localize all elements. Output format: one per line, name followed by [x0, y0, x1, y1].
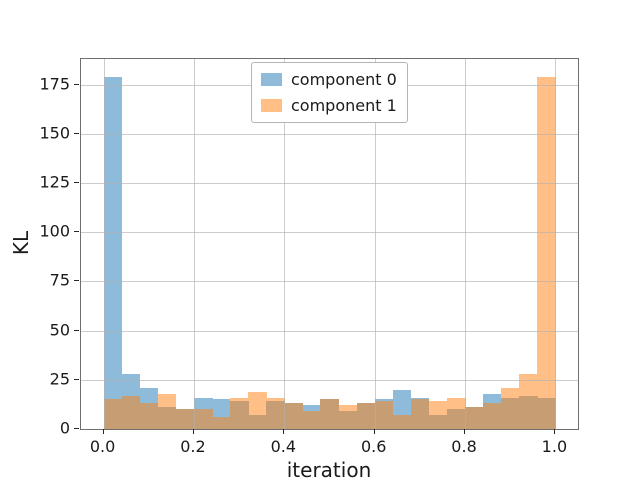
gridline — [465, 59, 467, 429]
gridline — [81, 133, 578, 135]
x-axis-label: iteration — [286, 458, 372, 480]
histogram-bar-overlap — [103, 399, 123, 429]
gridline — [193, 59, 195, 429]
histogram-bar-overlap — [212, 417, 231, 429]
x-tick-label: 0.6 — [360, 437, 387, 456]
gridline — [81, 379, 578, 381]
y-tick-label: 175 — [39, 74, 70, 94]
y-tick-mark — [74, 83, 79, 85]
legend-label: component 0 — [291, 70, 397, 89]
x-tick-mark — [373, 429, 375, 434]
y-tick-label: 125 — [39, 172, 70, 192]
histogram-bar-overlap — [121, 395, 141, 429]
gridline — [374, 59, 376, 429]
histogram-bar-overlap — [230, 401, 249, 429]
histogram-bar-overlap — [175, 409, 195, 429]
legend: component 0 component 1 — [251, 62, 408, 123]
histogram-bar — [103, 76, 123, 429]
y-tick-label: 50 — [49, 320, 70, 340]
histogram-bar-overlap — [266, 401, 285, 429]
histogram-bar-overlap — [483, 403, 502, 429]
gridline — [81, 232, 578, 234]
histogram-bar-overlap — [248, 415, 267, 429]
y-tick-label: 100 — [39, 221, 70, 241]
legend-item: component 0 — [261, 68, 397, 91]
legend-swatch-component-1 — [261, 99, 282, 112]
gridline — [81, 281, 578, 283]
x-tick-label: 0.2 — [180, 437, 206, 456]
gridline — [284, 59, 286, 429]
y-tick-label: 0 — [59, 418, 70, 438]
histogram-bar-overlap — [139, 403, 159, 429]
x-tick-label: 0.8 — [451, 437, 477, 456]
legend-item: component 1 — [261, 94, 397, 117]
y-tick-label: 25 — [49, 369, 70, 389]
y-tick-mark — [74, 329, 79, 331]
histogram-bar-overlap — [446, 409, 466, 429]
gridline — [555, 59, 557, 429]
y-tick-mark — [74, 280, 79, 282]
x-tick-mark — [554, 429, 556, 434]
y-tick-label: 150 — [39, 123, 70, 143]
x-tick-label: 1.0 — [541, 437, 568, 456]
histogram-bar-overlap — [193, 409, 213, 429]
y-tick-mark — [74, 378, 79, 380]
gridline — [103, 59, 105, 429]
y-axis-label: KL — [9, 230, 33, 256]
gridline — [81, 330, 578, 332]
histogram-bar-overlap — [519, 395, 538, 429]
legend-label: component 1 — [291, 96, 397, 115]
histogram-bar-overlap — [465, 407, 484, 429]
y-tick-mark — [74, 181, 79, 183]
histogram-bar-overlap — [410, 399, 430, 429]
x-tick-mark — [464, 429, 466, 434]
x-tick-mark — [283, 429, 285, 434]
x-tick-label: 0.4 — [270, 437, 297, 456]
y-tick-mark — [74, 428, 79, 429]
legend-swatch-component-0 — [261, 73, 282, 86]
histogram-bar-overlap — [374, 401, 394, 429]
histogram-bar-overlap — [356, 403, 376, 429]
histogram-bar-overlap — [537, 397, 556, 429]
histogram-bar — [537, 76, 556, 429]
x-tick-mark — [102, 429, 104, 434]
y-tick-mark — [74, 231, 79, 233]
gridline — [81, 182, 578, 184]
y-tick-label: 75 — [49, 270, 70, 290]
x-tick-mark — [192, 429, 194, 434]
histogram-bar-overlap — [501, 397, 520, 429]
y-tick-mark — [74, 132, 79, 134]
histogram-bar-overlap — [320, 399, 340, 429]
histogram-bar-overlap — [428, 415, 448, 429]
histogram-bar-overlap — [338, 411, 358, 429]
histogram-bar-overlap — [392, 415, 412, 429]
histogram-bar-overlap — [302, 411, 321, 429]
histogram-bar-overlap — [157, 407, 177, 429]
x-tick-label: 0.0 — [89, 437, 116, 456]
histogram-bar-overlap — [284, 403, 303, 429]
